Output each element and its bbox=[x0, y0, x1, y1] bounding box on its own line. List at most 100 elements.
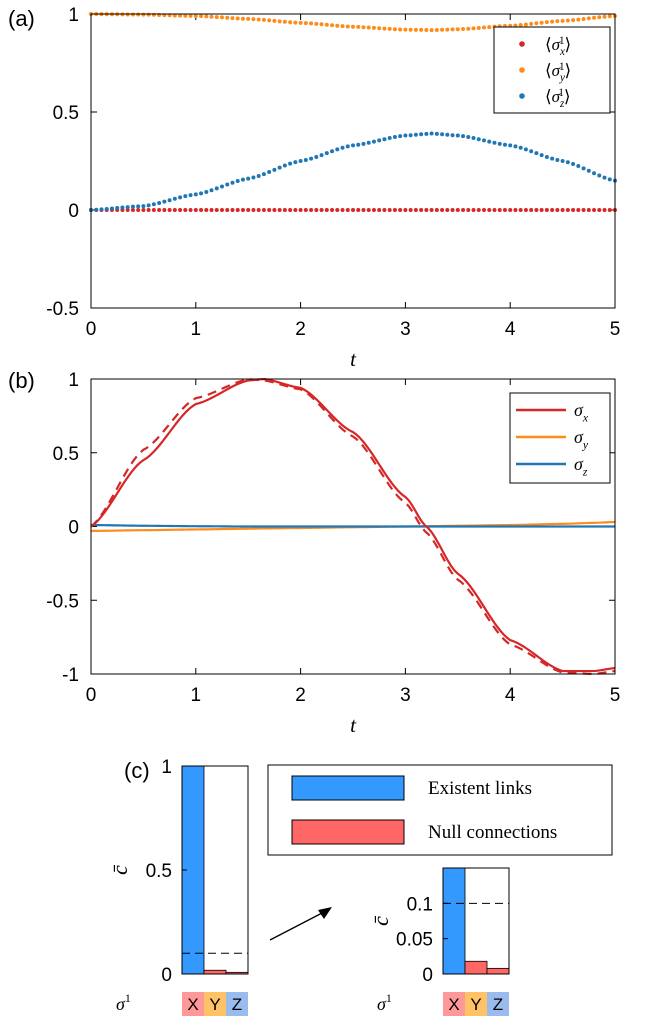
data-point-x bbox=[487, 208, 492, 212]
data-point-y bbox=[267, 18, 272, 23]
data-point-x bbox=[586, 208, 591, 212]
data-point-x bbox=[529, 208, 534, 212]
data-point-y bbox=[293, 20, 298, 25]
data-point-z bbox=[513, 144, 518, 149]
panel-c-label: (c) bbox=[124, 758, 150, 783]
legend-c: Existent links Null connections bbox=[267, 764, 613, 856]
data-point-x bbox=[403, 208, 408, 212]
data-point-y bbox=[539, 20, 544, 25]
panel-a-label: (a) bbox=[8, 6, 35, 31]
data-point-y bbox=[461, 27, 466, 32]
data-point-x bbox=[592, 208, 597, 212]
data-point-y bbox=[178, 13, 183, 18]
data-point-y bbox=[141, 12, 146, 17]
data-point-y bbox=[214, 15, 219, 20]
data-point-y bbox=[261, 17, 266, 22]
series-z-points bbox=[89, 131, 617, 212]
panel-b-ytick-label: -1 bbox=[62, 665, 79, 686]
series-line-x-dashed bbox=[90, 378, 616, 676]
data-point-y bbox=[476, 25, 481, 30]
data-point-x bbox=[560, 208, 565, 212]
data-point-y bbox=[324, 22, 329, 27]
data-point-z bbox=[529, 149, 534, 154]
data-point-y bbox=[592, 15, 597, 20]
data-point-y bbox=[403, 27, 408, 32]
data-point-z bbox=[324, 151, 329, 156]
series-x-points bbox=[89, 208, 617, 212]
data-point-y bbox=[309, 21, 314, 26]
data-point-x bbox=[392, 208, 397, 212]
panel-c-full-category-box-X bbox=[182, 992, 204, 1016]
data-point-z bbox=[403, 133, 408, 138]
data-point-z bbox=[178, 195, 183, 200]
data-point-x bbox=[235, 208, 240, 212]
data-point-z bbox=[167, 198, 172, 203]
panel-c-zoom-ytick-label: 0 bbox=[422, 965, 433, 986]
data-point-z bbox=[188, 193, 193, 198]
data-point-z bbox=[539, 153, 544, 158]
data-point-y bbox=[235, 16, 240, 21]
data-point-x bbox=[267, 208, 272, 212]
panel-b-xtick-label: 4 bbox=[505, 685, 516, 706]
data-point-z bbox=[345, 144, 350, 149]
data-point-y bbox=[371, 25, 376, 30]
panel-c-full-bar-Y bbox=[203, 969, 227, 975]
data-point-z bbox=[351, 143, 355, 148]
data-point-x bbox=[319, 208, 324, 212]
legend-label-null: Null connections bbox=[428, 822, 557, 843]
data-point-y bbox=[413, 27, 418, 32]
panel-c-zoom-category-label-X: X bbox=[448, 995, 459, 1014]
panel-a-ytick-label: 0 bbox=[68, 201, 79, 222]
data-point-z bbox=[204, 189, 209, 194]
data-point-x bbox=[482, 208, 486, 212]
panel-c-bar-chart-full: 0 0.5 1 c̄ X Y Zσ1 bbox=[107, 757, 249, 1016]
panel-c-full-category-box-Y bbox=[204, 992, 226, 1016]
data-point-z bbox=[115, 206, 120, 211]
series-line-z bbox=[90, 523, 615, 528]
data-point-y bbox=[272, 18, 277, 23]
data-point-x bbox=[340, 208, 345, 212]
data-point-y bbox=[204, 14, 209, 19]
legend-swatch-null bbox=[291, 819, 405, 845]
data-point-x bbox=[371, 208, 376, 212]
data-point-x bbox=[157, 208, 162, 212]
data-point-y bbox=[251, 17, 256, 22]
data-point-y bbox=[288, 20, 293, 25]
panel-b-chart: 0 1 2 3 4 5 -1 -0.5 0 0.5 1 t σx σy σz bbox=[46, 370, 620, 737]
data-point-x bbox=[188, 208, 193, 212]
data-point-y bbox=[597, 15, 602, 20]
data-point-y bbox=[387, 26, 392, 31]
data-point-x bbox=[303, 208, 308, 212]
panel-a-xtick-label: 3 bbox=[400, 319, 411, 340]
data-point-z bbox=[565, 160, 570, 165]
data-point-z bbox=[550, 156, 555, 161]
data-point-y bbox=[183, 13, 188, 18]
data-point-y bbox=[345, 24, 350, 29]
data-point-x bbox=[607, 208, 612, 212]
panel-c-full-xlabel: σ1 bbox=[116, 991, 131, 1014]
panel-c-zoom-category-box-Y bbox=[465, 992, 487, 1016]
data-point-z bbox=[141, 204, 146, 209]
panel-b-xtick-label: 0 bbox=[86, 685, 97, 706]
data-point-x bbox=[324, 208, 329, 212]
data-point-y bbox=[408, 27, 413, 32]
panel-c-full-ytick-label: 1 bbox=[161, 757, 172, 778]
data-point-x bbox=[440, 208, 445, 212]
data-point-y bbox=[534, 21, 539, 26]
data-point-z bbox=[482, 138, 486, 143]
data-point-x bbox=[550, 208, 555, 212]
data-point-x bbox=[130, 208, 135, 212]
data-point-x bbox=[450, 208, 455, 212]
panel-c-full-ytick-label: 0 bbox=[161, 965, 172, 986]
data-point-z bbox=[261, 172, 266, 177]
legend-label-existent: Existent links bbox=[428, 778, 532, 799]
data-point-z bbox=[104, 206, 109, 211]
data-point-x bbox=[471, 208, 476, 212]
data-point-y bbox=[429, 28, 434, 33]
data-point-z bbox=[398, 134, 403, 139]
data-point-y bbox=[424, 28, 429, 33]
data-point-z bbox=[293, 160, 298, 165]
data-point-z bbox=[298, 159, 303, 163]
data-point-x bbox=[282, 208, 287, 212]
panel-c-zoom-category-label-Z: Z bbox=[493, 995, 503, 1014]
